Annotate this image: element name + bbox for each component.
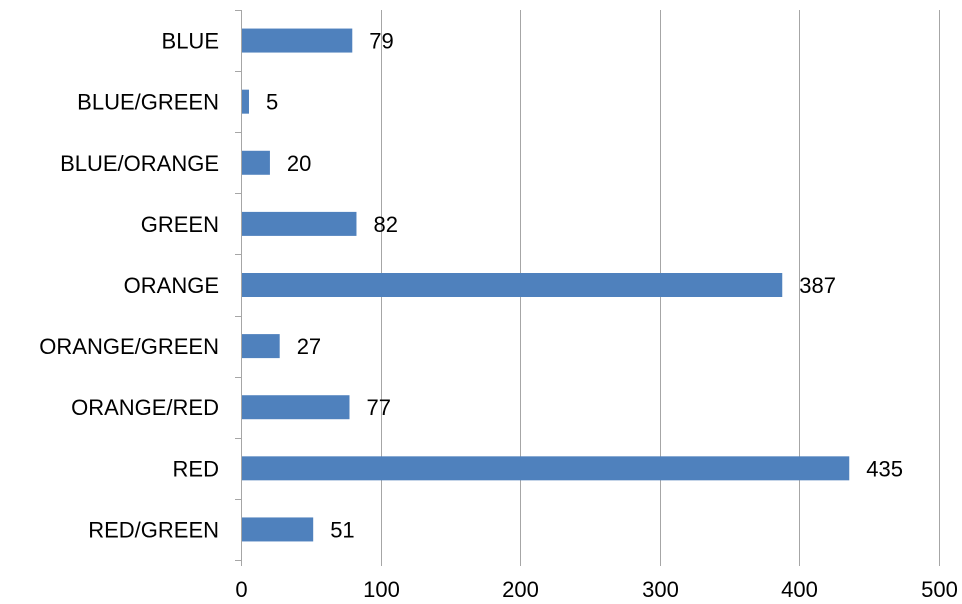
bar xyxy=(242,150,270,175)
data-label: 82 xyxy=(373,212,397,237)
category-label: RED/GREEN xyxy=(88,517,219,542)
x-tick-label: 0 xyxy=(235,577,247,602)
x-tick-label: 200 xyxy=(502,577,539,602)
x-tick-label: 300 xyxy=(642,577,679,602)
x-tick-label: 100 xyxy=(363,577,400,602)
bar xyxy=(242,28,353,53)
bar xyxy=(242,211,357,236)
x-tick-label: 400 xyxy=(781,577,818,602)
labels: 0 100 200 300 400 500 BLUE 79 BLUE/GREEN 5 BLUE/OR… xyxy=(39,29,958,602)
category-label: BLUE/GREEN xyxy=(77,90,219,115)
category-label: ORANGE/RED xyxy=(71,395,219,420)
category-label: ORANGE xyxy=(124,273,219,298)
data-label: 77 xyxy=(366,395,390,420)
x-tick-label: 500 xyxy=(921,577,958,602)
bar xyxy=(242,395,350,420)
bar xyxy=(242,456,850,481)
data-label: 435 xyxy=(866,456,903,481)
bars xyxy=(242,28,850,542)
data-label: 27 xyxy=(297,334,321,359)
axes xyxy=(235,10,940,566)
category-label: ORANGE/GREEN xyxy=(39,334,219,359)
bar xyxy=(242,89,249,114)
data-label: 387 xyxy=(799,273,836,298)
data-label: 79 xyxy=(369,29,393,54)
category-label: RED xyxy=(173,456,219,481)
category-label: BLUE xyxy=(162,29,219,54)
category-label: GREEN xyxy=(141,212,219,237)
bar xyxy=(242,517,314,542)
data-label: 5 xyxy=(266,90,278,115)
data-label: 51 xyxy=(330,517,354,542)
data-label: 20 xyxy=(287,151,311,176)
bar xyxy=(242,334,280,359)
bar xyxy=(242,273,783,297)
category-label: BLUE/ORANGE xyxy=(60,151,219,176)
